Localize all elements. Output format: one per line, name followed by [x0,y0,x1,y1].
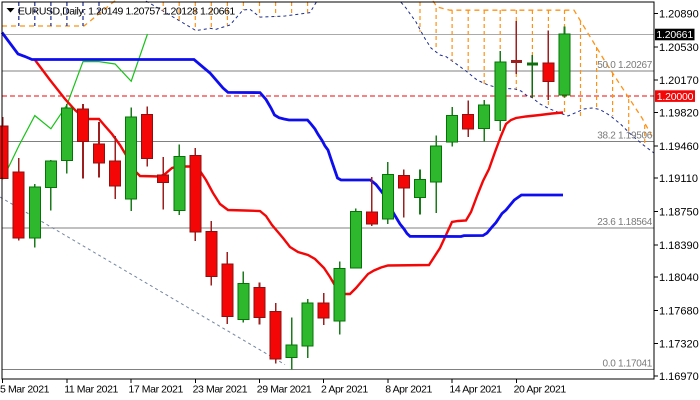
svg-text:38.2 1.19506: 38.2 1.19506 [597,131,653,142]
svg-text:1.18040: 1.18040 [659,272,699,284]
svg-text:1.17320: 1.17320 [659,339,699,351]
svg-text:1.20000: 1.20000 [657,91,694,103]
svg-text:1.20530: 1.20530 [659,42,699,54]
svg-text:1.19460: 1.19460 [659,141,699,153]
svg-text:EURUSD,Daily: 1.20149 1.20757: EURUSD,Daily: 1.20149 1.20757 1.20128 1.… [18,6,235,18]
svg-text:1.18750: 1.18750 [659,207,699,219]
svg-text:0.0 1.17041: 0.0 1.17041 [602,359,652,370]
svg-text:1.20890: 1.20890 [659,9,699,21]
svg-text:1.16970: 1.16970 [659,371,699,383]
svg-text:2 Apr 2021: 2 Apr 2021 [321,384,368,396]
svg-text:5 Mar 2021: 5 Mar 2021 [0,384,50,396]
svg-text:50.0 1.20267: 50.0 1.20267 [597,60,653,71]
svg-text:17 Mar 2021: 17 Mar 2021 [128,384,183,396]
svg-text:14 Apr 2021: 14 Apr 2021 [449,384,502,396]
svg-text:29 Mar 2021: 29 Mar 2021 [257,384,312,396]
svg-text:23.6 1.18564: 23.6 1.18564 [597,217,653,228]
svg-text:11 Mar 2021: 11 Mar 2021 [64,384,118,396]
svg-text:1.19110: 1.19110 [659,173,698,185]
svg-text:1.17680: 1.17680 [659,305,699,317]
svg-text:20 Apr 2021: 20 Apr 2021 [514,384,567,396]
svg-text:1.20661: 1.20661 [656,29,693,41]
svg-text:23 Mar 2021: 23 Mar 2021 [193,384,248,396]
svg-text:1.19820: 1.19820 [659,108,699,120]
svg-text:1.20170: 1.20170 [659,75,699,87]
svg-text:1.18390: 1.18390 [659,240,699,252]
svg-text:8 Apr 2021: 8 Apr 2021 [385,384,432,396]
